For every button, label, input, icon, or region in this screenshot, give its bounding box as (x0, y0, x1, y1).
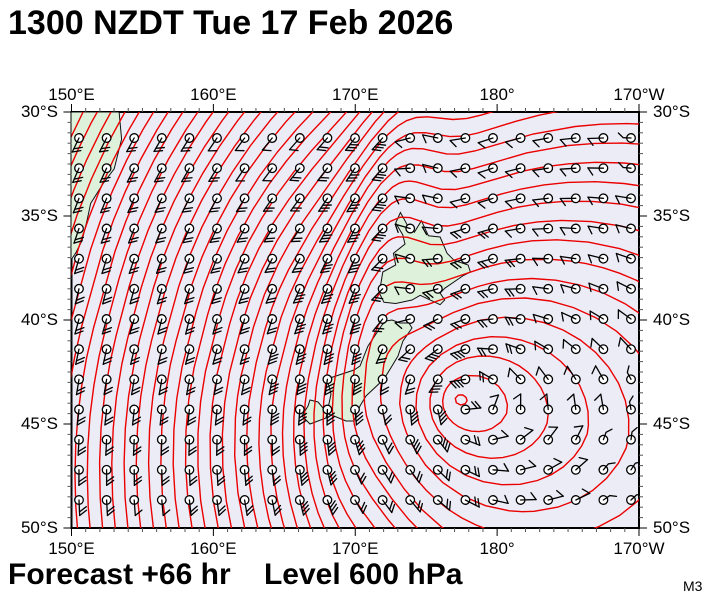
svg-text:40°S: 40°S (653, 310, 690, 329)
svg-text:170°W: 170°W (613, 539, 664, 558)
svg-text:30°S: 30°S (653, 102, 690, 121)
svg-text:50°S: 50°S (21, 518, 58, 537)
svg-text:160°E: 160°E (190, 539, 237, 558)
svg-text:170°E: 170°E (332, 539, 379, 558)
svg-text:30°S: 30°S (21, 102, 58, 121)
svg-text:35°S: 35°S (21, 206, 58, 225)
svg-text:160°E: 160°E (190, 85, 237, 104)
svg-text:45°S: 45°S (21, 414, 58, 433)
svg-text:35°S: 35°S (653, 206, 690, 225)
svg-text:150°E: 150°E (48, 539, 95, 558)
svg-text:40°S: 40°S (21, 310, 58, 329)
svg-text:180°: 180° (480, 85, 515, 104)
svg-text:180°: 180° (480, 539, 515, 558)
svg-text:170°E: 170°E (332, 85, 379, 104)
svg-text:50°S: 50°S (653, 518, 690, 537)
svg-text:45°S: 45°S (653, 414, 690, 433)
